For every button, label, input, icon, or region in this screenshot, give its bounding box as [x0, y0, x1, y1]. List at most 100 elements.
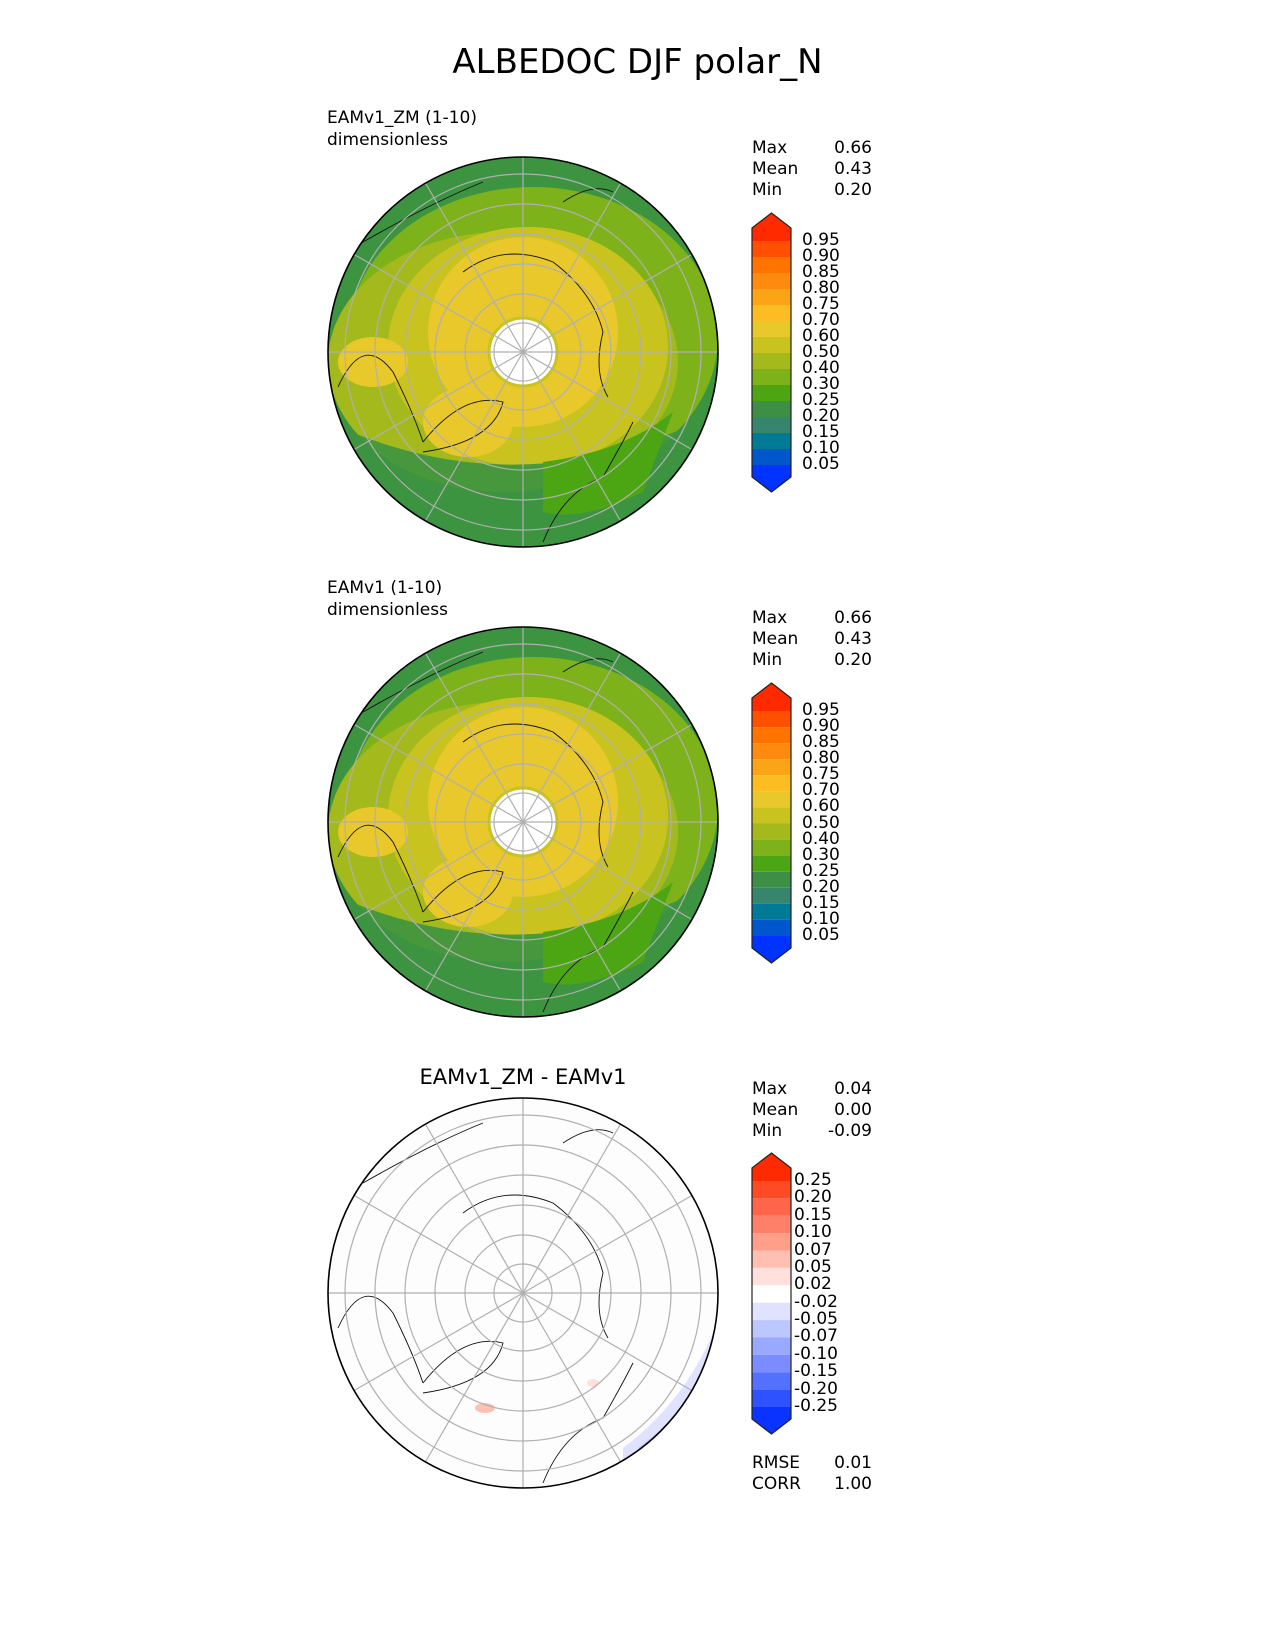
graticule: [328, 1098, 718, 1488]
colorbar-bin: [752, 305, 791, 321]
colorbar-bin: [752, 369, 791, 385]
colorbar-bin: [752, 1285, 791, 1303]
panel2-label: EAMv1 (1-10): [327, 578, 443, 598]
rmse-value: 0.01: [834, 1453, 872, 1473]
colorbar-tick-label: 0.15: [802, 892, 840, 913]
colorbar-tick-label: 0.80: [802, 748, 840, 769]
colorbar-bin: [752, 417, 791, 433]
stat-mean-value: 0.43: [834, 629, 872, 649]
colorbar-tick-label: 0.07: [794, 1239, 832, 1260]
colorbar-bin: [752, 1407, 791, 1434]
colorbar-bin: [752, 919, 791, 936]
colorbar-bin: [752, 213, 791, 241]
colorbar-3: [751, 1152, 792, 1435]
colorbar-tick-label: 0.20: [802, 406, 840, 426]
colorbar-bin: [752, 1215, 791, 1234]
colorbar-tick-label: 0.75: [802, 294, 840, 314]
colorbar-bin: [752, 385, 791, 401]
colorbar-bin: [752, 273, 791, 289]
colorbar-tick-label: 0.80: [802, 278, 840, 298]
colorbar-bin: [752, 1372, 791, 1390]
colorbar-tick-label: 0.40: [802, 828, 840, 849]
colorbar-tick-label: 0.15: [802, 422, 840, 442]
colorbar-bin: [752, 433, 791, 449]
colorbar-tick-label: 0.10: [802, 908, 840, 929]
stat-min-label: Min: [752, 1121, 783, 1141]
colorbar-bin: [752, 337, 791, 353]
colorbar-tick-label: -0.10: [794, 1343, 838, 1364]
colorbar-bin: [752, 449, 791, 465]
colorbar-bin: [752, 759, 791, 776]
stat-mean-value: 0.00: [834, 1100, 872, 1120]
colorbar-tick-label: -0.07: [794, 1326, 838, 1347]
colorbar-tick-label: 0.30: [802, 844, 840, 865]
colorbar-bin: [752, 321, 791, 337]
colorbar-1: [751, 212, 792, 493]
colorbar-tick-label: 0.40: [802, 358, 840, 378]
stat-min-value: 0.20: [834, 650, 872, 670]
colorbar-bin: [752, 791, 791, 808]
colorbar-tick-label: 0.10: [794, 1222, 832, 1243]
rmse-label: RMSE: [752, 1453, 801, 1473]
colorbar-tick-label: 0.50: [802, 342, 840, 362]
colorbar-bin: [752, 1250, 791, 1268]
stat-max-value: 0.66: [834, 138, 872, 158]
colorbar-tick-label: 0.30: [802, 374, 840, 394]
panel1-units: dimensionless: [327, 130, 448, 150]
colorbar-bin: [752, 936, 791, 963]
colorbar-tick-label: 0.95: [802, 230, 840, 250]
colorbar-tick-label: 0.60: [802, 796, 840, 817]
graticule: [328, 627, 718, 1017]
corr-label: CORR: [752, 1474, 801, 1494]
colorbar-tick-label: 0.70: [802, 780, 840, 801]
polar-map-3: [327, 1097, 719, 1489]
colorbar-bin: [752, 353, 791, 369]
colorbar-tick-label: 0.90: [802, 246, 840, 266]
colorbar-tick-label: 0.05: [802, 454, 840, 474]
colorbar-tick-label: 0.85: [802, 262, 840, 282]
stat-mean-value: 0.43: [834, 159, 872, 179]
colorbar-tick-label: 0.25: [794, 1170, 832, 1190]
colorbar-bin: [752, 1337, 791, 1355]
stat-mean-label: Mean: [752, 629, 799, 649]
colorbar-bin: [752, 1267, 791, 1286]
colorbar-tick-label: -0.15: [794, 1361, 838, 1382]
stat-max-label: Max: [752, 608, 788, 628]
colorbar-tick-label: 0.25: [802, 860, 840, 881]
stat-mean-label: Mean: [752, 1100, 799, 1120]
colorbar-bin: [752, 289, 791, 305]
colorbar-bin: [752, 855, 791, 872]
colorbar-bin: [752, 1354, 791, 1373]
colorbar-tick-label: 0.90: [802, 716, 840, 737]
panel3-title: EAMv1_ZM - EAMv1: [419, 1065, 627, 1089]
colorbar-tick-label: -0.25: [794, 1396, 838, 1416]
map-boundary: [327, 1097, 719, 1489]
stat-min-label: Min: [752, 650, 783, 670]
polar-map-1: [327, 156, 719, 548]
map-boundary: [327, 156, 719, 548]
colorbar-tick-label: 0.02: [794, 1274, 832, 1295]
colorbar-tick-label: 0.70: [802, 310, 840, 330]
colorbar-tick-label: 0.75: [802, 764, 840, 785]
colorbar-bin: [752, 257, 791, 273]
corr-value: 1.00: [834, 1474, 872, 1494]
colorbar-bin: [752, 775, 791, 792]
stat-max-value: 0.04: [834, 1079, 872, 1099]
colorbar-bin: [752, 823, 791, 840]
colorbar-bin: [752, 839, 791, 856]
colorbar-bin: [752, 903, 791, 920]
figure-title: ALBEDOC DJF polar_N: [452, 42, 823, 82]
colorbar-bin: [752, 807, 791, 824]
colorbar-tick-label: 0.50: [802, 812, 840, 833]
colorbar-tick-label: 0.60: [802, 326, 840, 346]
stat-mean-label: Mean: [752, 159, 799, 179]
graticule: [328, 157, 718, 547]
colorbar-bin: [752, 241, 791, 257]
stat-min-value: -0.09: [828, 1121, 872, 1141]
colorbar-tick-label: 0.85: [802, 732, 840, 753]
colorbar-bin: [752, 683, 791, 711]
colorbar-bin: [752, 401, 791, 417]
colorbar-tick-label: 0.05: [794, 1256, 832, 1277]
